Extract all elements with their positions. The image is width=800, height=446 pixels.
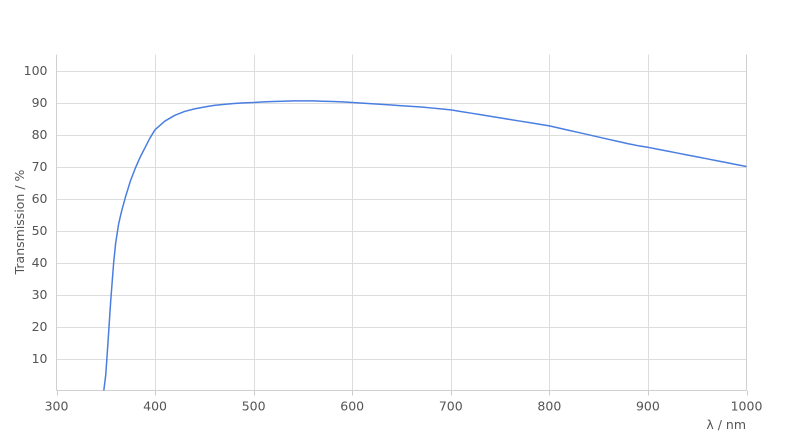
y-tick-label-40: 40 — [32, 255, 48, 270]
y-tick-label-100: 100 — [24, 63, 48, 78]
x-tick-label-500: 500 — [242, 399, 266, 414]
plot-frame — [56, 54, 747, 391]
x-tick-label-800: 800 — [537, 399, 561, 414]
y-axis-title: Transmission / % — [12, 169, 27, 275]
y-tick-label-50: 50 — [32, 223, 48, 238]
y-tick-label-80: 80 — [32, 127, 48, 142]
vertical-gridlines — [155, 54, 649, 391]
y-tick-label-60: 60 — [32, 191, 48, 206]
x-tick-label-600: 600 — [340, 399, 364, 414]
y-axis-tick-labels: 10 20 30 40 50 60 70 80 90 100 — [24, 63, 48, 366]
x-tick-label-400: 400 — [143, 399, 167, 414]
x-axis-title: λ / nm — [706, 417, 746, 432]
x-tick-label-900: 900 — [636, 399, 660, 414]
y-tick-label-20: 20 — [32, 319, 48, 334]
x-tick-label-1000: 1000 — [731, 399, 763, 414]
x-tick-label-300: 300 — [45, 399, 69, 414]
horizontal-gridlines — [56, 71, 747, 360]
data-series-group — [103, 100, 747, 391]
y-tick-label-90: 90 — [32, 95, 48, 110]
y-tick-label-70: 70 — [32, 159, 48, 174]
x-axis-tick-labels: 300 400 500 600 700 800 900 1000 — [45, 399, 763, 414]
series-line-transmission — [103, 100, 747, 391]
y-tick-label-10: 10 — [32, 351, 48, 366]
x-axis-tickmarks — [57, 390, 748, 396]
y-tick-label-30: 30 — [32, 287, 48, 302]
x-tick-label-700: 700 — [439, 399, 463, 414]
